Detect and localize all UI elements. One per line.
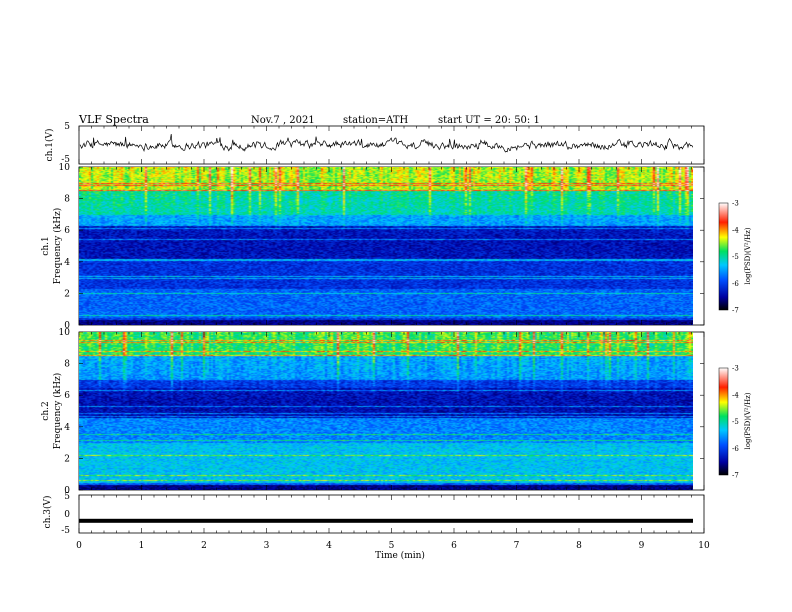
ch2-spectrogram-ytick-10: 10 [59, 328, 71, 338]
ch2-spectrogram-ytick-8: 8 [64, 360, 70, 370]
figure-title: VLF Spectra [78, 113, 149, 126]
ch1-waveform-ylabel: ch.1(V) [44, 129, 55, 162]
x-tick-label-7: 7 [514, 541, 520, 551]
ch1-colorbar-tick--7: -7 [732, 307, 739, 315]
ch2-spectrogram-ytick-0: 0 [64, 486, 70, 496]
ch2-colorbar-tick--4: -4 [732, 391, 739, 399]
ch1-spectrogram-ytick-10: 10 [59, 163, 71, 173]
x-tick-label-8: 8 [576, 541, 582, 551]
ch1-colorbar-tick--4: -4 [732, 226, 739, 234]
x-tick-label-4: 4 [326, 541, 332, 551]
station-label: station=ATH [343, 115, 409, 126]
ch3-ytick-top: 5 [64, 492, 70, 502]
x-tick-label-2: 2 [201, 541, 207, 551]
ch1-ytick-bottom: -5 [61, 155, 70, 165]
ch1-colorbar-tick--5: -5 [732, 253, 739, 261]
ch2-spectrogram-ytick-6: 6 [64, 391, 70, 401]
ch2-colorbar-tick--7: -7 [732, 472, 739, 480]
ch1-spectrogram-ylabel-1: ch.1 [41, 236, 51, 255]
ch3-ytick-bottom: -5 [61, 526, 70, 536]
ch2-colorbar-tick--6: -6 [732, 445, 739, 453]
ch2-colorbar-label: log(PSD)(V²/Hz) [744, 392, 752, 449]
x-tick-label-1: 1 [139, 541, 145, 551]
ch1-spectrogram-ytick-2: 2 [64, 289, 70, 299]
ch2-colorbar-tick--3: -3 [732, 365, 739, 373]
ch1-spectrogram-ytick-6: 6 [64, 226, 70, 236]
ch2-colorbar [718, 367, 729, 476]
x-axis-label: Time (min) [375, 550, 425, 561]
ch1-waveform-trace [79, 133, 694, 153]
ch1-spectrogram-ylabel-2: Frequency (kHz) [52, 208, 63, 285]
ch2-spectrogram-ytick-4: 4 [64, 423, 70, 433]
ch1-colorbar [718, 202, 729, 311]
ch1-spectrogram-ytick-0: 0 [64, 321, 70, 331]
x-tick-label-9: 9 [639, 541, 645, 551]
x-tick-label-0: 0 [76, 541, 82, 551]
x-tick-label-3: 3 [264, 541, 270, 551]
ch1-colorbar-label: log(PSD)(V²/Hz) [744, 227, 752, 284]
ch1-colorbar-tick--6: -6 [732, 280, 739, 288]
ch2-spectrogram-ytick-2: 2 [64, 454, 70, 464]
ch1-spectrogram-ytick-8: 8 [64, 195, 70, 205]
ch2-spectrogram-ylabel-2: Frequency (kHz) [52, 373, 63, 450]
ch3-waveform-panel: 5 0 -5 ch.3(V) [42, 492, 705, 536]
ch3-waveform-trace [79, 518, 693, 523]
ch1-spectrogram-ytick-4: 4 [64, 258, 70, 268]
x-tick-label-6: 6 [451, 541, 457, 551]
ch1-colorbar-tick--3: -3 [732, 200, 739, 208]
ch2-colorbar-tick--5: -5 [732, 418, 739, 426]
ch2-spectrogram-image [79, 332, 693, 490]
x-tick-label-10: 10 [698, 541, 710, 551]
ch3-ytick-mid: 0 [64, 510, 70, 520]
ch1-spectrogram-image [79, 167, 693, 325]
ch2-spectrogram-ylabel-1: ch.2 [41, 401, 51, 420]
ch1-waveform-panel: 5 -5 ch.1(V) [44, 122, 705, 165]
start-time-label: start UT = 20: 50: 1 [438, 115, 540, 126]
ch3-waveform-ylabel: ch.3(V) [42, 496, 53, 529]
date-label: Nov.7 , 2021 [251, 115, 315, 126]
x-tick-label-5: 5 [389, 541, 395, 551]
ch1-ytick-top: 5 [64, 122, 70, 132]
